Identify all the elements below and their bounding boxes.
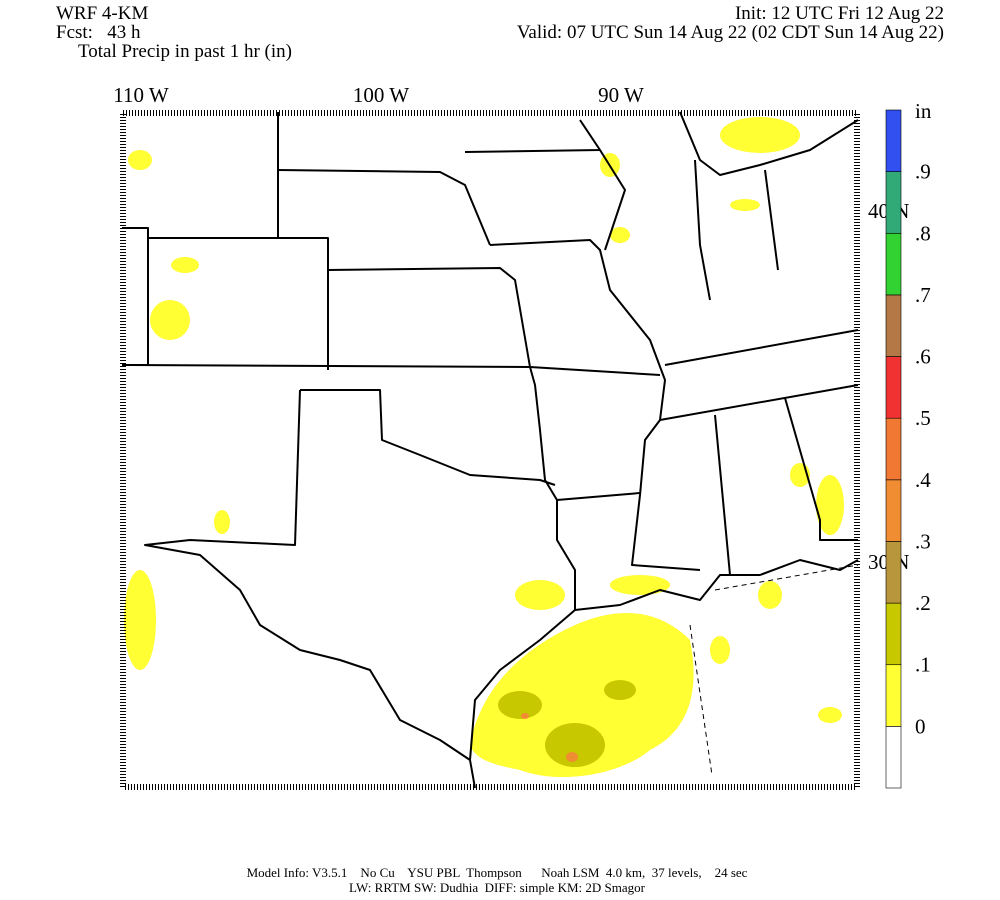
colorbar-label: .5	[915, 406, 931, 430]
colorbar-segment	[885, 294, 902, 357]
colorbar-segment	[885, 664, 902, 727]
colorbar-segment	[885, 479, 902, 542]
colorbar-label: .4	[915, 468, 931, 492]
colorbar-label: .9	[915, 160, 931, 184]
longitude-label: 90 W	[598, 83, 644, 107]
field-title: Total Precip in past 1 hr (in)	[78, 41, 292, 62]
init-time: Init: 12 UTC Fri 12 Aug 22	[735, 3, 944, 24]
longitude-label: 100 W	[353, 83, 409, 107]
colorbar-label: .7	[915, 283, 931, 307]
footer-line: Model Info: V3.5.1 No Cu YSU PBL Thompso…	[247, 865, 748, 880]
colorbar-segment	[885, 171, 902, 234]
precip-moderate	[498, 680, 636, 767]
longitude-label: 110 W	[113, 83, 169, 107]
colorbar-segment	[885, 356, 902, 419]
colorbar-label: .2	[915, 591, 931, 615]
colorbar-label: .8	[915, 221, 931, 245]
colorbar-label: .1	[915, 653, 931, 677]
colorbar-segment	[885, 232, 902, 296]
colorbar: 0 .1 .2 .3 .4 .5 .6 .7 .8 .9	[885, 109, 931, 789]
state-borders	[121, 111, 859, 789]
map-area	[120, 110, 860, 790]
forecast-hour: Fcst: 43 h	[56, 22, 141, 43]
colorbar-label: .6	[915, 345, 931, 369]
valid-time: Valid: 07 UTC Sun 14 Aug 22 (02 CDT Sun …	[517, 22, 944, 43]
footer-line: LW: RRTM SW: Dudhia DIFF: simple KM: 2D …	[349, 880, 646, 895]
colorbar-segment	[885, 541, 902, 604]
colorbar-label: .3	[915, 529, 931, 553]
model-title: WRF 4-KM	[56, 3, 148, 24]
colorbar-segment	[885, 602, 902, 666]
colorbar-segment	[885, 109, 902, 172]
colorbar-segment	[885, 726, 902, 789]
colorbar-label: 0	[915, 714, 926, 738]
precip-light	[124, 117, 844, 778]
precip-heavy	[521, 713, 578, 762]
colorbar-segment	[885, 417, 902, 481]
colorbar-unit: in	[915, 99, 932, 123]
